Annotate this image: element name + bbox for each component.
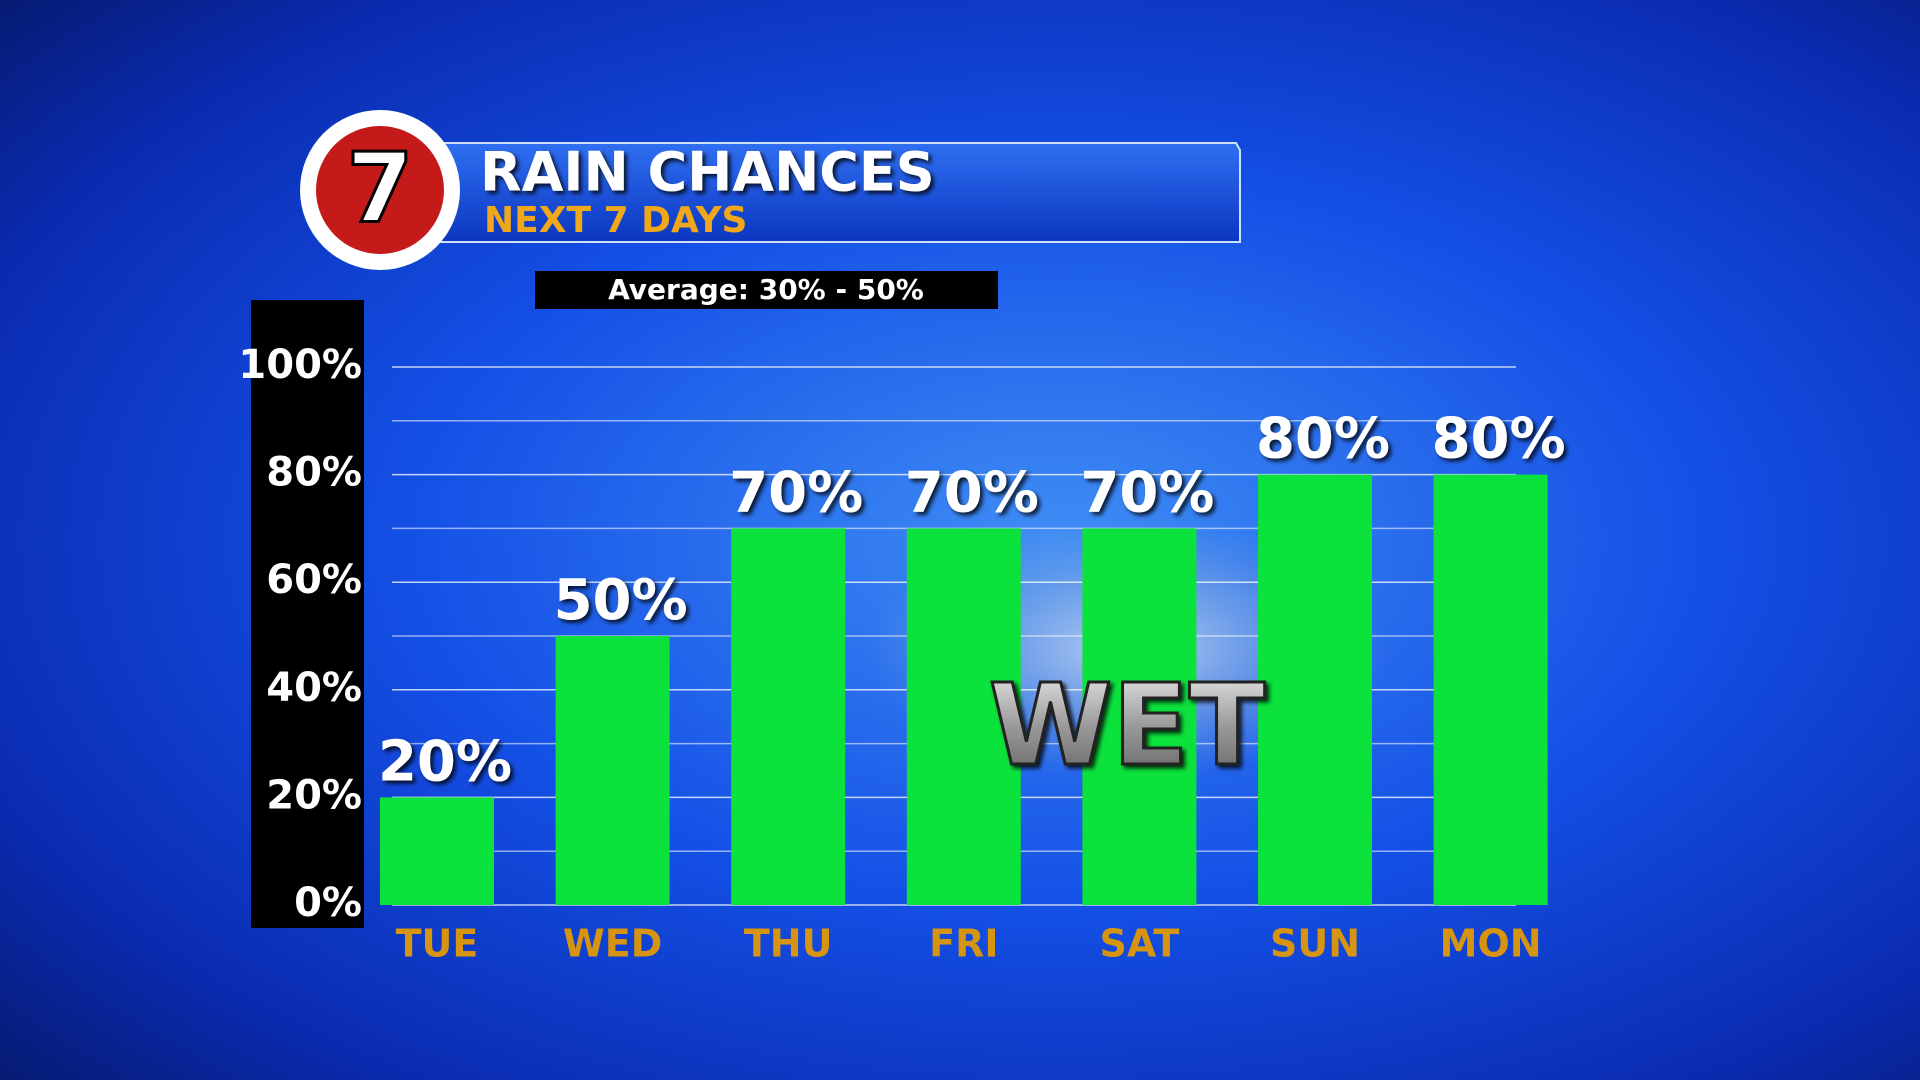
value-label: 80% xyxy=(1432,407,1566,472)
y-axis-panel xyxy=(251,300,364,928)
value-label: 70% xyxy=(905,461,1039,526)
y-tick-label: 0% xyxy=(294,880,362,926)
logo-text: 7 xyxy=(347,132,414,244)
y-tick-label: 80% xyxy=(266,450,362,496)
note: Average: 30% - 50% xyxy=(608,273,924,306)
y-tick-label: 20% xyxy=(266,772,362,818)
y-tick-label: 40% xyxy=(266,665,362,711)
bar xyxy=(906,528,1021,905)
x-tick-label: SAT xyxy=(1100,922,1180,966)
bar xyxy=(1433,474,1548,905)
x-tick-label: WED xyxy=(563,922,662,966)
logo-disc xyxy=(316,126,444,254)
bar xyxy=(731,528,846,905)
note-box xyxy=(535,271,998,309)
value-label: 70% xyxy=(1080,461,1214,526)
value-label: 70% xyxy=(729,461,863,526)
chart-subtitle: NEXT 7 DAYS xyxy=(484,200,747,241)
x-tick-label: MON xyxy=(1440,922,1542,966)
bar xyxy=(380,797,494,905)
chart-title: RAIN CHANCES xyxy=(480,141,935,204)
value-label: 20% xyxy=(378,730,512,795)
x-tick-label: FRI xyxy=(929,922,998,966)
x-tick-label: SUN xyxy=(1270,922,1360,966)
y-tick-label: 60% xyxy=(266,557,362,603)
bar xyxy=(1082,528,1197,905)
value-label: 50% xyxy=(554,568,688,633)
x-tick-label: TUE xyxy=(396,922,479,966)
x-tick-label: THU xyxy=(744,922,833,966)
annotation: WET xyxy=(989,661,1265,791)
value-label: 80% xyxy=(1256,407,1390,472)
bar xyxy=(555,636,670,905)
plot-area: 0% 20% 40% 60% 80% 100% 20% TUE 50% WED 70% THU 70% F… xyxy=(238,342,1565,966)
y-tick-label: 100% xyxy=(238,342,362,388)
bar xyxy=(1258,474,1372,905)
